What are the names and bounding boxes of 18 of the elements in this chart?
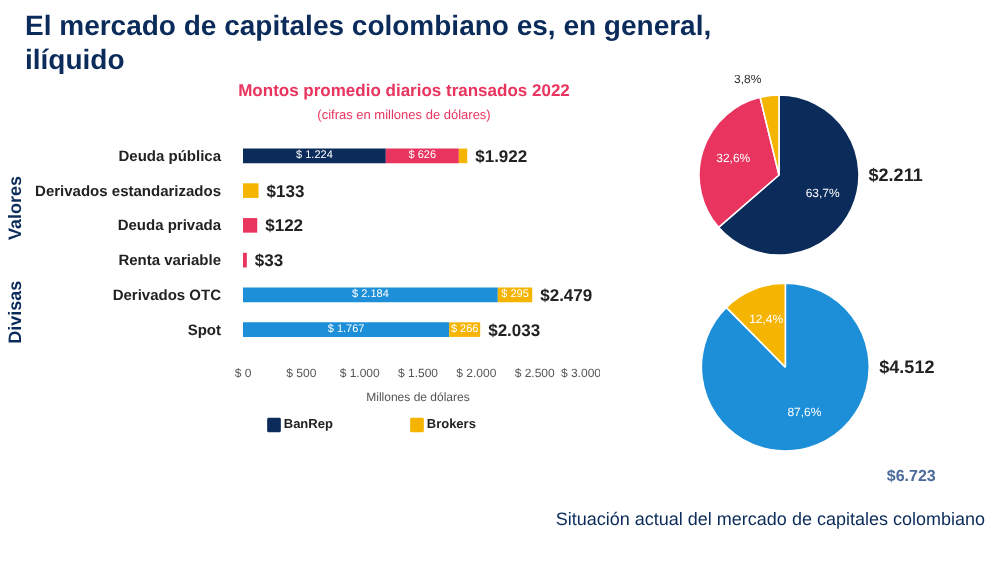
bar xyxy=(243,322,450,337)
total-label: $2.033 xyxy=(488,319,541,340)
total-label: $33 xyxy=(254,250,284,271)
text: Situación actual del mercado de capitales colombiano xyxy=(555,509,986,529)
bar xyxy=(243,218,258,233)
total-label: $133 xyxy=(266,180,305,201)
text: $2.211 xyxy=(868,165,923,185)
text: $4.512 xyxy=(879,357,935,378)
bar xyxy=(243,287,498,303)
text: Valores xyxy=(5,175,25,241)
chart-title: Montos promedio diarios transados 2022 xyxy=(238,79,571,100)
bar xyxy=(243,183,259,198)
total-label: $2.479 xyxy=(540,284,593,305)
bar xyxy=(458,148,468,164)
total-label: $1.922 xyxy=(475,145,528,166)
text: $6.723 xyxy=(886,466,937,485)
total-label: $122 xyxy=(265,215,304,236)
text: Divisas xyxy=(5,280,25,344)
